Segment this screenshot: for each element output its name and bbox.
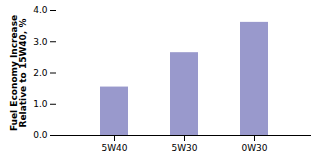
svg-text:5W30: 5W30	[171, 143, 197, 153]
svg-text:4.0: 4.0	[33, 5, 48, 15]
svg-text:5W40: 5W40	[101, 143, 127, 153]
svg-text:0.0: 0.0	[33, 130, 48, 140]
svg-text:3.0: 3.0	[33, 37, 48, 47]
svg-text:1.0: 1.0	[33, 99, 48, 109]
svg-text:0W30: 0W30	[241, 143, 267, 153]
svg-text:2.0: 2.0	[33, 68, 48, 78]
svg-text:Fuel Economy IncreaseRelative: Fuel Economy IncreaseRelative to 15W40, …	[9, 15, 28, 131]
